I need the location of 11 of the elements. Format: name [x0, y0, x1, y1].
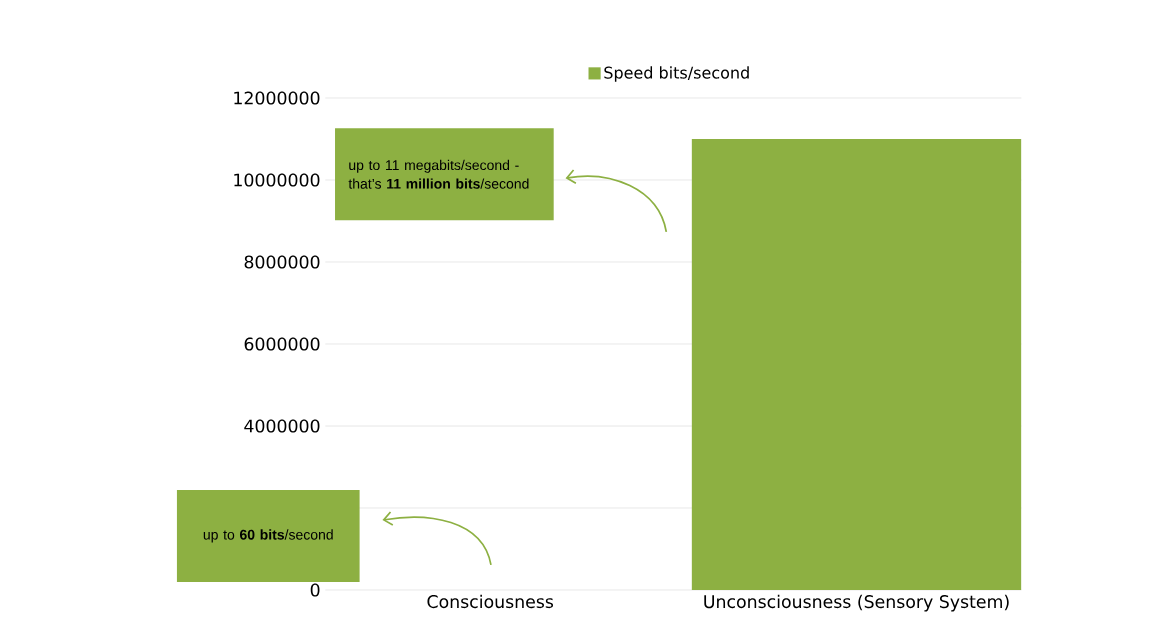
- legend-label: Speed bits/second: [604, 66, 749, 82]
- y-tick-label: 4000000: [244, 419, 320, 433]
- y-tick-label: 0: [310, 583, 320, 597]
- annotation: up to 60 bits/second: [203, 529, 333, 543]
- annotation: up to 11 megabits/second - that’s 11 million bits/second: [348, 159, 529, 189]
- y-tick-label: 8000000: [244, 255, 320, 269]
- y-tick-label: 12000000: [234, 91, 320, 105]
- y-tick-label: 6000000: [244, 337, 320, 351]
- x-tick-label: Consciousness: [427, 594, 554, 609]
- x-tick-label: Unconsciousness (Sensory System): [704, 594, 1009, 612]
- y-tick-label: 10000000: [234, 173, 320, 187]
